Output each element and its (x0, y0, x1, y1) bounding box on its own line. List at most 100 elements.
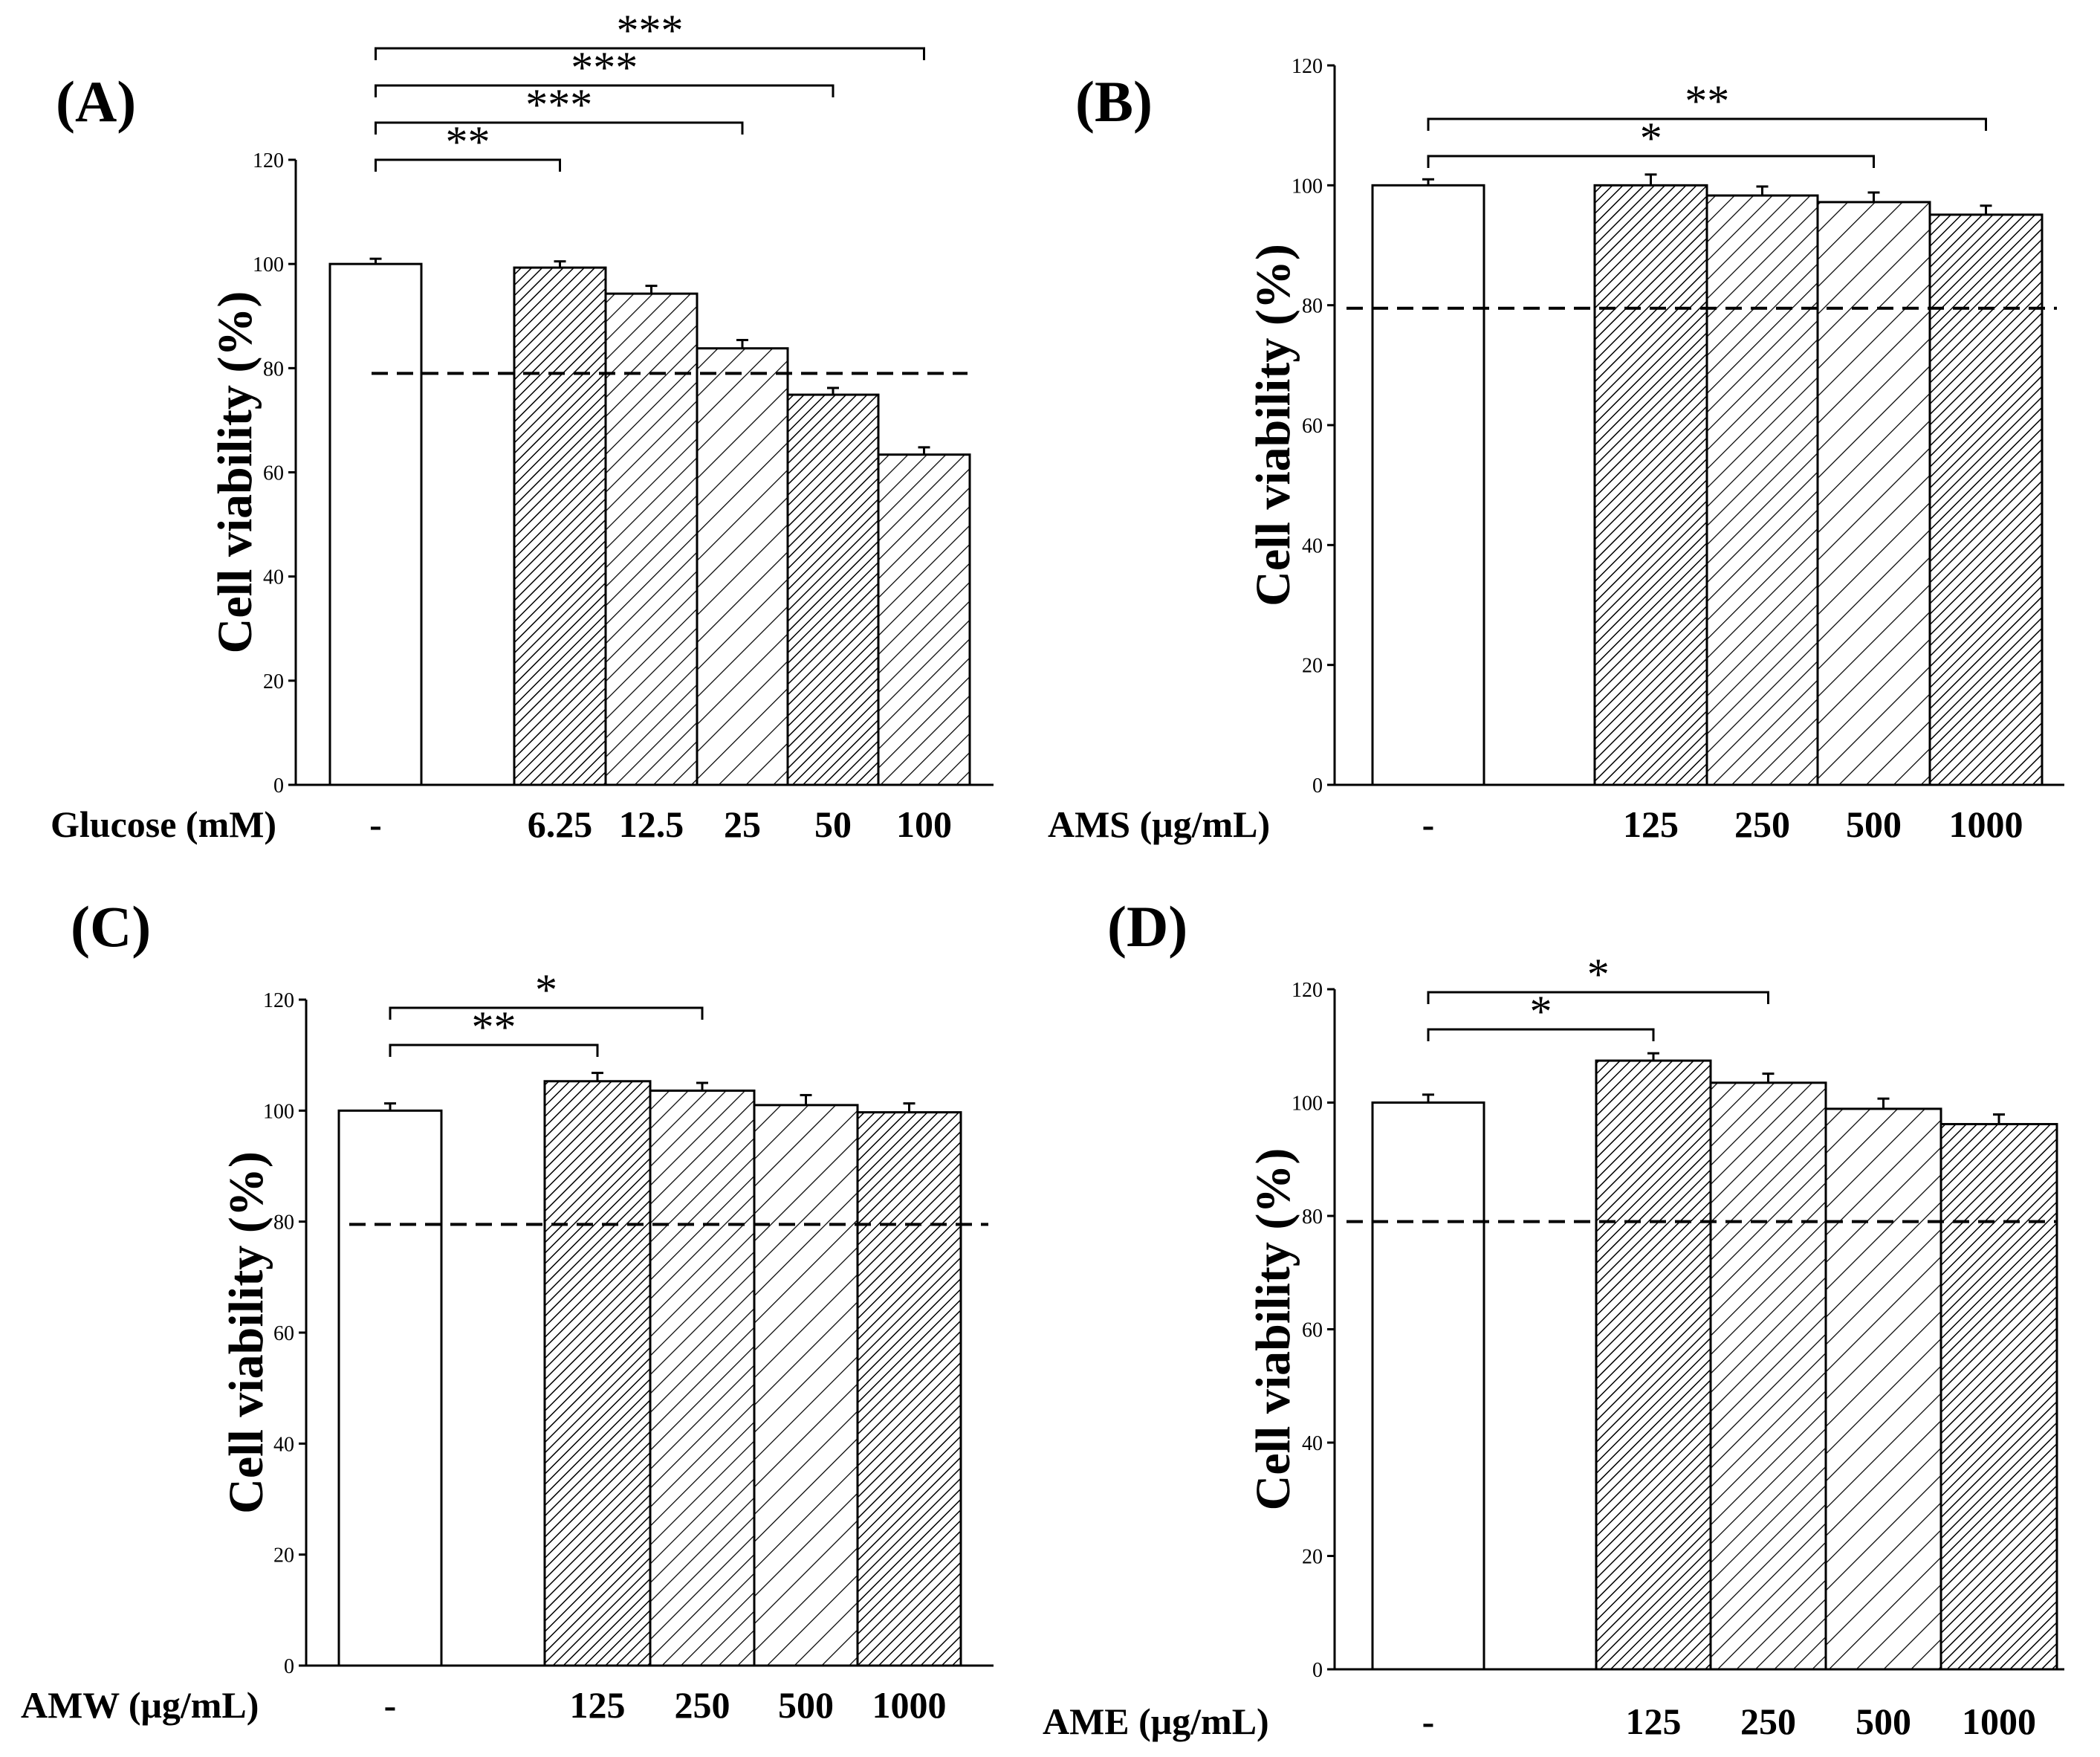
x-tick-label: 50 (814, 803, 852, 845)
y-tick-label: 120 (1292, 979, 1323, 1002)
x-tick-label: 6.25 (528, 803, 593, 845)
bar (543, 1080, 652, 1667)
y-tick-label: 80 (1302, 295, 1323, 318)
y-tick-label: 100 (263, 1100, 294, 1123)
x-tick-label: 125 (570, 1684, 626, 1726)
chart-panel-a: (A) 0 20 40 60 80 100 120 Cell viability (%) - 6.2… (51, 6, 994, 845)
x-tick-label: 1000 (1949, 803, 2023, 845)
significance-bracket (375, 47, 925, 60)
bar (1593, 184, 1708, 786)
bar (1816, 201, 1931, 786)
y-tick-label: 40 (273, 1433, 294, 1456)
bar (877, 453, 971, 786)
significance-label: *** (525, 80, 592, 129)
x-tick-label: - (1422, 803, 1435, 845)
y-tick-label: 100 (253, 253, 284, 276)
bar (649, 1089, 756, 1667)
y-tick-label: 0 (273, 774, 284, 797)
x-tick-label: 250 (1740, 1701, 1796, 1742)
significance-bracket (1427, 991, 1769, 1004)
panel-label-a: (A) (56, 69, 136, 134)
y-axis-title-a: Cell viability (%) (208, 291, 262, 654)
x-tick-label: - (384, 1684, 397, 1726)
significance-bracket (389, 1006, 704, 1020)
significance-label: ** (1685, 77, 1729, 126)
x-axis-title-a: Glucose (mM) (51, 803, 276, 845)
panel-label-c: (C) (71, 894, 151, 959)
y-axis-title-d: Cell viability (%) (1246, 1148, 1300, 1511)
bar (1371, 184, 1485, 786)
x-tick-label: 250 (1734, 803, 1790, 845)
y-axis-title-c: Cell viability (%) (219, 1151, 273, 1514)
x-tick-label: 12.5 (619, 803, 684, 845)
significance-label: *** (617, 6, 684, 55)
y-tick-label: 20 (1302, 1546, 1323, 1569)
x-tick-label: 25 (724, 803, 761, 845)
bar (1939, 1122, 2058, 1671)
significance-label: * (535, 965, 557, 1015)
x-tick-label: 1000 (1962, 1701, 2036, 1742)
significance-label: ** (472, 1003, 516, 1052)
x-tick-label: 500 (1856, 1701, 1911, 1742)
x-tick-label: 125 (1626, 1701, 1682, 1742)
bar (856, 1111, 962, 1667)
significance-label: *** (571, 43, 638, 92)
x-tick-label: 1000 (872, 1684, 947, 1726)
y-tick-label: 60 (263, 462, 284, 485)
bar (513, 266, 607, 786)
y-tick-label: 100 (1292, 1093, 1323, 1116)
y-tick-label: 60 (1302, 415, 1323, 438)
y-tick-label: 120 (1292, 55, 1323, 78)
y-tick-label: 80 (273, 1211, 294, 1235)
significance-bracket (1427, 1028, 1655, 1041)
significance-bracket (1427, 117, 1987, 131)
panel-label-b: (B) (1075, 69, 1153, 134)
chart-panel-b: (B) 0 20 40 60 80 100 120 Cell viability (%) - 125… (1048, 55, 2064, 845)
y-tick-label: 20 (273, 1544, 294, 1567)
significance-label: * (1530, 987, 1552, 1036)
y-tick-label: 40 (263, 566, 284, 589)
x-tick-label: 500 (1846, 803, 1902, 845)
y-tick-label: 0 (1312, 1659, 1323, 1682)
significance-label: * (1640, 114, 1662, 163)
x-tick-label: - (1422, 1701, 1435, 1742)
y-axis-title-b: Cell viability (%) (1246, 244, 1300, 606)
y-tick-label: 20 (1302, 655, 1323, 678)
bar (1371, 1101, 1485, 1671)
chart-panel-d: (D) 0 20 40 60 80 100 120 Cell viability (%) - 125… (1043, 894, 2064, 1742)
panel-label-d: (D) (1107, 894, 1187, 959)
y-tick-label: 120 (253, 149, 284, 172)
x-axis-title-d: AME (μg/mL) (1043, 1701, 1269, 1742)
bar (786, 393, 880, 786)
x-axis-title-b: AMS (μg/mL) (1048, 803, 1270, 845)
significance-bracket (375, 158, 561, 172)
bar (753, 1104, 859, 1667)
bar (1595, 1059, 1712, 1671)
y-tick-label: 40 (1302, 1432, 1323, 1455)
y-tick-label: 80 (263, 357, 284, 381)
y-tick-label: 20 (263, 670, 284, 693)
significance-bracket (375, 121, 744, 135)
bar (1705, 194, 1819, 786)
y-tick-label: 100 (1292, 175, 1323, 198)
significance-bracket (1427, 155, 1875, 168)
x-tick-label: 500 (778, 1684, 834, 1726)
y-tick-label: 80 (1302, 1206, 1323, 1229)
y-tick-label: 60 (273, 1322, 294, 1345)
x-tick-label: 250 (675, 1684, 730, 1726)
y-tick-label: 60 (1302, 1319, 1323, 1342)
x-axis-title-c: AMW (μg/mL) (21, 1684, 259, 1726)
x-tick-label: - (369, 803, 382, 845)
significance-bracket (375, 84, 835, 97)
bar (337, 1109, 443, 1667)
significance-label: ** (446, 117, 490, 166)
significance-bracket (389, 1043, 599, 1057)
bar (1824, 1107, 1942, 1671)
bar (696, 347, 789, 786)
bar (328, 262, 423, 786)
significance-label: * (1587, 950, 1610, 999)
x-tick-label: 125 (1623, 803, 1679, 845)
y-tick-label: 0 (284, 1655, 294, 1678)
y-tick-label: 0 (1312, 774, 1323, 797)
